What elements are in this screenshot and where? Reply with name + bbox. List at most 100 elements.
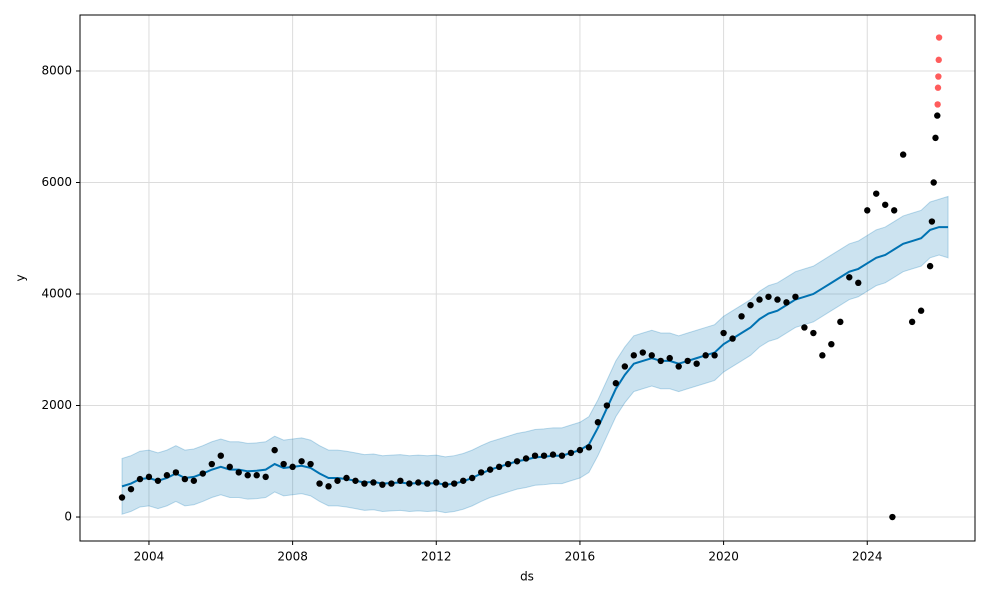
- data-point: [540, 452, 548, 459]
- data-point: [127, 485, 135, 493]
- data-point: [513, 458, 521, 465]
- data-point: [639, 349, 646, 356]
- data-point: [316, 480, 323, 487]
- data-point: [738, 313, 745, 320]
- data-point: [810, 329, 817, 337]
- x-tick-label: 2008: [277, 550, 308, 564]
- data-point: [928, 218, 936, 225]
- data-point: [792, 293, 799, 300]
- data-point: [657, 357, 664, 365]
- data-point: [154, 477, 162, 484]
- data-point: [495, 463, 503, 471]
- data-point: [702, 352, 709, 359]
- x-tick-label: 2012: [421, 550, 452, 564]
- data-point: [666, 354, 673, 362]
- data-point: [145, 473, 153, 481]
- data-point: [765, 293, 772, 300]
- data-point: [262, 473, 269, 481]
- data-point: [217, 452, 224, 459]
- data-point: [675, 363, 682, 370]
- data-point: [361, 480, 368, 487]
- data-point: [934, 101, 941, 108]
- data-point: [226, 463, 233, 471]
- data-point: [720, 329, 727, 337]
- data-point: [890, 207, 898, 214]
- data-point: [199, 470, 207, 477]
- data-point: [873, 190, 880, 197]
- data-point: [477, 469, 485, 476]
- data-point: [576, 446, 584, 454]
- data-point: [172, 469, 180, 476]
- data-point: [558, 452, 566, 459]
- data-point: [729, 335, 736, 342]
- data-point: [397, 477, 404, 484]
- data-point: [163, 472, 171, 479]
- y-axis-label: y: [14, 274, 28, 281]
- data-point: [693, 360, 700, 367]
- data-point: [388, 480, 395, 487]
- data-point: [424, 480, 431, 487]
- data-point: [711, 352, 718, 359]
- data-point: [837, 318, 844, 326]
- x-tick-label: 2020: [708, 550, 739, 564]
- data-point: [468, 474, 476, 482]
- y-tick-label: 2000: [41, 398, 72, 412]
- data-point: [549, 451, 557, 458]
- data-point: [280, 460, 287, 468]
- data-point: [889, 513, 896, 521]
- data-point: [181, 475, 189, 483]
- data-point: [603, 402, 611, 409]
- data-point: [855, 279, 862, 287]
- x-axis-label: ds: [520, 570, 534, 584]
- data-point: [594, 419, 602, 426]
- data-point: [460, 477, 467, 484]
- data-point: [190, 477, 198, 484]
- data-point: [567, 449, 575, 457]
- data-point: [244, 472, 251, 479]
- data-point: [271, 446, 278, 454]
- data-point: [343, 474, 350, 482]
- data-point: [289, 463, 296, 471]
- data-point: [630, 352, 638, 359]
- data-point: [917, 307, 925, 314]
- x-tick-label: 2016: [565, 550, 596, 564]
- plot-area: [80, 15, 975, 541]
- x-tick-label: 2004: [134, 550, 165, 564]
- data-point: [846, 274, 853, 281]
- data-point: [621, 363, 629, 370]
- data-point: [908, 318, 916, 326]
- data-point: [935, 73, 942, 80]
- data-point: [352, 477, 359, 484]
- data-point: [585, 444, 593, 451]
- data-point: [136, 475, 144, 483]
- y-tick-label: 4000: [41, 287, 72, 301]
- y-tick-label: 6000: [41, 175, 72, 189]
- x-tick-label: 2024: [852, 550, 883, 564]
- plot-frame: [79, 14, 976, 542]
- data-point: [612, 380, 620, 387]
- data-point: [504, 460, 512, 468]
- data-point: [932, 134, 939, 142]
- data-point: [935, 34, 943, 41]
- data-point: [864, 207, 871, 214]
- data-point: [930, 179, 937, 186]
- data-point: [801, 324, 808, 331]
- data-point: [433, 479, 440, 486]
- y-tick-label: 8000: [41, 63, 72, 77]
- data-point: [253, 472, 260, 479]
- data-point: [774, 296, 781, 303]
- data-point: [934, 84, 942, 91]
- data-point: [819, 352, 826, 359]
- data-point: [325, 483, 332, 490]
- data-point: [406, 480, 413, 487]
- data-point: [756, 296, 763, 303]
- data-point: [442, 481, 449, 488]
- data-point: [118, 494, 126, 501]
- data-point: [208, 460, 216, 468]
- data-point: [522, 455, 530, 462]
- data-point: [926, 262, 934, 270]
- data-point: [935, 56, 942, 64]
- data-point: [370, 479, 377, 486]
- data-point: [486, 466, 494, 473]
